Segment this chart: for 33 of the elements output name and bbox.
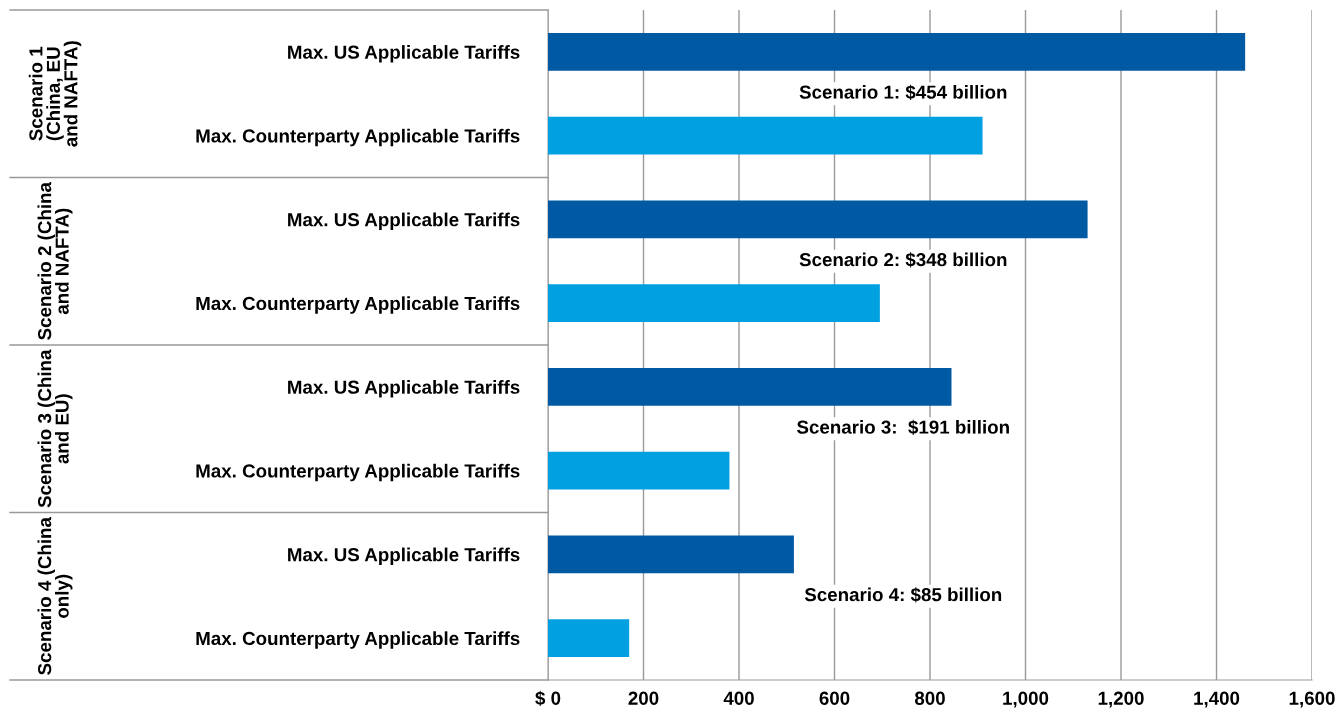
x-tick-label: $ 0 <box>535 690 561 707</box>
x-tick-label: 1,200 <box>1098 691 1144 708</box>
bar <box>548 368 952 406</box>
annotation: Scenario 4: $85 billion <box>804 587 1002 603</box>
text: Scenario 3 (China and EU) <box>37 349 73 508</box>
text: Scenario 1 (China, EU and NAFTA) <box>28 41 82 147</box>
bar <box>548 200 1088 239</box>
y-tick-label: Max. Counterparty Applicable Tariffs <box>196 128 520 147</box>
text: Scenario 2 (China and NAFTA) <box>37 181 73 340</box>
y-tick-label: Max. US Applicable Tariffs <box>288 547 520 566</box>
bar <box>548 619 630 657</box>
y-tick-label: Max. US Applicable Tariffs <box>288 212 520 231</box>
x-tick-label: 600 <box>819 691 850 705</box>
x-tick-label: 1,400 <box>1194 691 1240 708</box>
x-tick-label: 800 <box>914 691 945 705</box>
annotation: Scenario 3: $191 billion <box>797 419 1009 435</box>
bar <box>548 451 730 490</box>
y-tick-label: Max. US Applicable Tariffs <box>288 380 520 398</box>
y-tick-label: Max. US Applicable Tariffs <box>288 45 520 63</box>
bar <box>548 116 983 155</box>
x-tick-label: 1,600 <box>1289 691 1335 708</box>
y-tick-label: Max. Counterparty Applicable Tariffs <box>196 296 520 314</box>
bar <box>548 535 794 574</box>
annotation: Scenario 1: $454 billion <box>799 84 1007 100</box>
y-tick-label: Max. Counterparty Applicable Tariffs <box>196 631 520 649</box>
text: Scenario 4 (China only) <box>37 516 73 675</box>
x-tick-label: 200 <box>628 691 659 705</box>
bar <box>548 284 880 322</box>
y-tick-label: Max. Counterparty Applicable Tariffs <box>196 463 520 482</box>
x-tick-label: 1,000 <box>1003 691 1049 708</box>
x-tick-label: 400 <box>723 691 754 705</box>
annotation: Scenario 2: $348 billion <box>799 252 1007 268</box>
bar <box>548 33 1246 71</box>
